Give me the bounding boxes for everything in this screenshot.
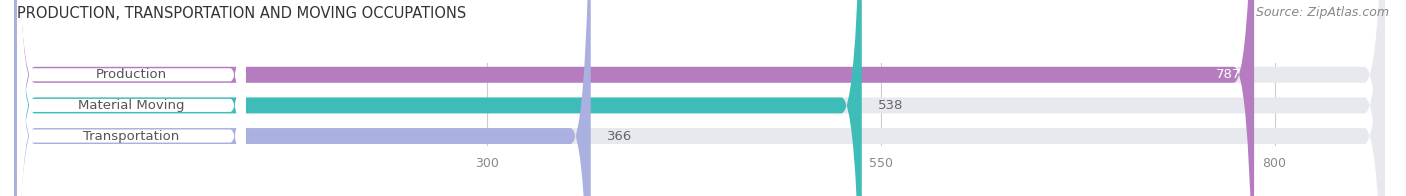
Text: Material Moving: Material Moving: [79, 99, 184, 112]
FancyBboxPatch shape: [17, 0, 246, 196]
Text: PRODUCTION, TRANSPORTATION AND MOVING OCCUPATIONS: PRODUCTION, TRANSPORTATION AND MOVING OC…: [17, 6, 467, 21]
Text: 538: 538: [877, 99, 903, 112]
Text: Transportation: Transportation: [83, 130, 180, 142]
Text: 366: 366: [606, 130, 631, 142]
FancyBboxPatch shape: [17, 0, 246, 196]
FancyBboxPatch shape: [14, 0, 862, 196]
FancyBboxPatch shape: [14, 0, 591, 196]
Text: Production: Production: [96, 68, 167, 81]
FancyBboxPatch shape: [14, 0, 1385, 196]
FancyBboxPatch shape: [14, 0, 1385, 196]
Text: 787: 787: [1216, 68, 1241, 81]
FancyBboxPatch shape: [14, 0, 1385, 196]
FancyBboxPatch shape: [17, 0, 246, 196]
Text: Source: ZipAtlas.com: Source: ZipAtlas.com: [1256, 6, 1389, 19]
FancyBboxPatch shape: [14, 0, 1254, 196]
